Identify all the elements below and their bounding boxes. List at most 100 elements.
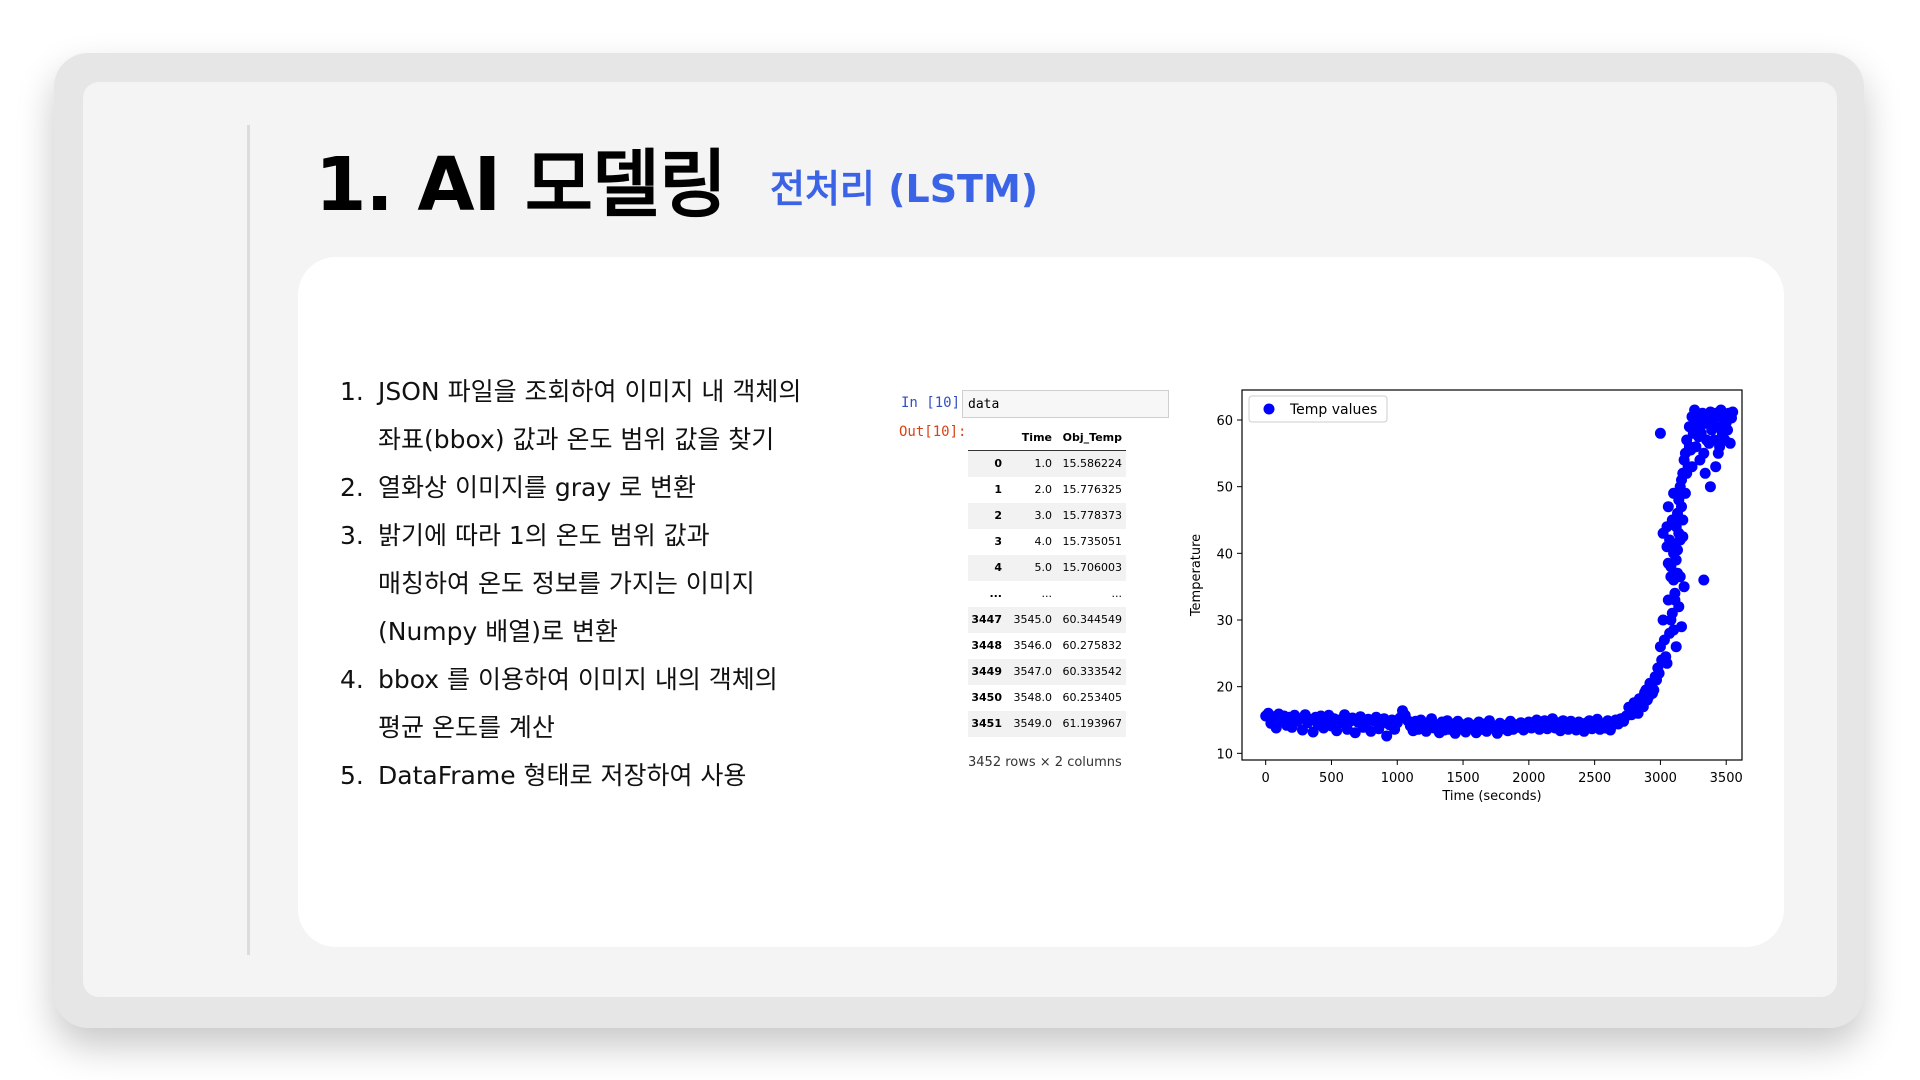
y-tick-label: 20 (1216, 681, 1233, 696)
x-tick-label: 2000 (1512, 771, 1545, 786)
step-text: JSON 파일을 조회하여 이미지 내 객체의 (378, 377, 802, 406)
data-point (1381, 730, 1393, 742)
cell-obj-temp: 60.344549 (1062, 613, 1123, 626)
step-text: 좌표(bbox) 값과 온도 범위 값을 찾기 (378, 425, 775, 454)
cell-obj-temp: 15.735051 (1062, 535, 1123, 548)
data-point (1669, 594, 1681, 606)
x-axis-label: Time (seconds) (1441, 789, 1541, 804)
cell-time: 5.0 (1034, 561, 1053, 574)
data-point (1704, 481, 1716, 493)
table-header: Time Obj_Temp (968, 426, 1126, 451)
cell-time: 3546.0 (1013, 639, 1053, 652)
cell-obj-temp: 60.275832 (1062, 639, 1123, 652)
step-1-line-1: 1. JSON 파일을 조회하여 이미지 내 객체의 (340, 368, 900, 416)
table-row-ellipsis: ... ... ... (968, 581, 1126, 607)
cell-time: 3549.0 (1013, 717, 1053, 730)
cell-obj-temp: 61.193967 (1062, 717, 1123, 730)
dataframe-table: Time Obj_Temp 0 1.0 15.586224 1 2.0 15.7… (968, 426, 1126, 737)
step-4-line-1: 4. bbox 를 이용하여 이미지 내의 객체의 (340, 656, 900, 704)
data-point (1677, 531, 1689, 543)
row-index: 3450 (971, 691, 1002, 704)
step-number: 5. (340, 761, 364, 790)
step-number: 2. (340, 473, 364, 502)
step-text: DataFrame 형태로 저장하여 사용 (378, 761, 747, 790)
column-header-obj-temp: Obj_Temp (1062, 431, 1122, 444)
data-point (1653, 667, 1665, 679)
y-axis-label: Temperature (1189, 534, 1204, 617)
cell-time: 3548.0 (1013, 691, 1053, 704)
row-index: 4 (994, 561, 1002, 574)
data-point (1662, 501, 1674, 513)
row-index: 3448 (971, 639, 1002, 652)
cell-time: ... (1041, 587, 1053, 600)
data-point (1674, 571, 1686, 583)
step-4-line-2: 평균 온도를 계산 (340, 704, 900, 752)
cell-time: 2.0 (1034, 483, 1053, 496)
x-tick-label: 500 (1319, 771, 1344, 786)
y-tick-label: 10 (1216, 747, 1233, 762)
data-point (1694, 454, 1706, 466)
row-index: ... (989, 587, 1002, 600)
row-index: 0 (994, 457, 1002, 470)
data-point (1676, 621, 1687, 633)
table-row: 3450 3548.0 60.253405 (968, 685, 1126, 711)
x-tick-label: 3500 (1710, 771, 1743, 786)
vertical-divider (247, 125, 250, 955)
x-tick-label: 2500 (1578, 771, 1611, 786)
data-point (1683, 441, 1695, 453)
data-point (1724, 437, 1736, 449)
legend-label: Temp values (1289, 402, 1377, 418)
slide-title: 1. AI 모델링 (315, 142, 727, 228)
x-tick-label: 1500 (1447, 771, 1480, 786)
x-tick-label: 3000 (1644, 771, 1677, 786)
data-point (1672, 544, 1683, 556)
data-point (1654, 427, 1666, 439)
temperature-scatter-chart: 0 500 1000 1500 2000 2500 3000 3500 10 20 30 40 50 60… (1189, 389, 1743, 804)
legend-box (1248, 395, 1388, 423)
cell-obj-temp: 15.776325 (1062, 483, 1123, 496)
step-number: 1. (340, 377, 364, 406)
cell-time: 3545.0 (1013, 613, 1053, 626)
data-point (1698, 574, 1710, 586)
y-tick-label: 40 (1216, 547, 1233, 562)
step-text: 매칭하여 온도 정보를 가지는 이미지 (378, 569, 755, 598)
cell-obj-temp: 60.333542 (1062, 665, 1123, 678)
cell-obj-temp: 15.586224 (1062, 457, 1123, 470)
y-tick-label: 50 (1216, 481, 1233, 496)
step-2-line-1: 2. 열화상 이미지를 gray 로 변환 (340, 464, 900, 512)
data-point (1678, 487, 1690, 499)
data-point (1678, 581, 1690, 593)
cell-obj-temp: 15.706003 (1062, 561, 1123, 574)
data-point (1331, 725, 1343, 737)
x-tick-label: 0 (1262, 771, 1270, 786)
cell-time: 3547.0 (1013, 665, 1053, 678)
data-point (1712, 447, 1724, 459)
data-point (1665, 614, 1677, 626)
table-row: 3451 3549.0 61.193967 (968, 711, 1126, 737)
notebook-out-prompt: Out[10]: (899, 424, 967, 440)
cell-obj-temp: 60.253405 (1062, 691, 1123, 704)
row-index: 3449 (971, 665, 1002, 678)
data-point (1670, 641, 1682, 653)
notebook-code-cell[interactable]: data (962, 390, 1169, 418)
data-point (1699, 467, 1711, 479)
step-text: 평균 온도를 계산 (378, 713, 555, 742)
content-card (298, 257, 1784, 947)
dataframe-shape: 3452 rows × 2 columns (968, 755, 1122, 770)
column-header-time: Time (1021, 431, 1052, 444)
data-point (1710, 461, 1722, 473)
data-point (1661, 541, 1673, 553)
slide-subtitle: 전처리 (LSTM) (770, 167, 1039, 211)
data-point (1722, 424, 1733, 436)
data-point (1349, 727, 1361, 739)
steps-list: 1. JSON 파일을 조회하여 이미지 내 객체의 좌표(bbox) 값과 온… (340, 368, 900, 800)
table-row: 3448 3546.0 60.275832 (968, 633, 1126, 659)
table-row: 4 5.0 15.706003 (968, 555, 1126, 581)
table-row: 3449 3547.0 60.333542 (968, 659, 1126, 685)
table-row: 3 4.0 15.735051 (968, 529, 1126, 555)
step-5-line-1: 5. DataFrame 형태로 저장하여 사용 (340, 752, 900, 800)
row-index: 2 (994, 509, 1002, 522)
table-row: 3447 3545.0 60.344549 (968, 607, 1126, 633)
x-tick-label: 1000 (1381, 771, 1414, 786)
data-point (1637, 701, 1649, 713)
